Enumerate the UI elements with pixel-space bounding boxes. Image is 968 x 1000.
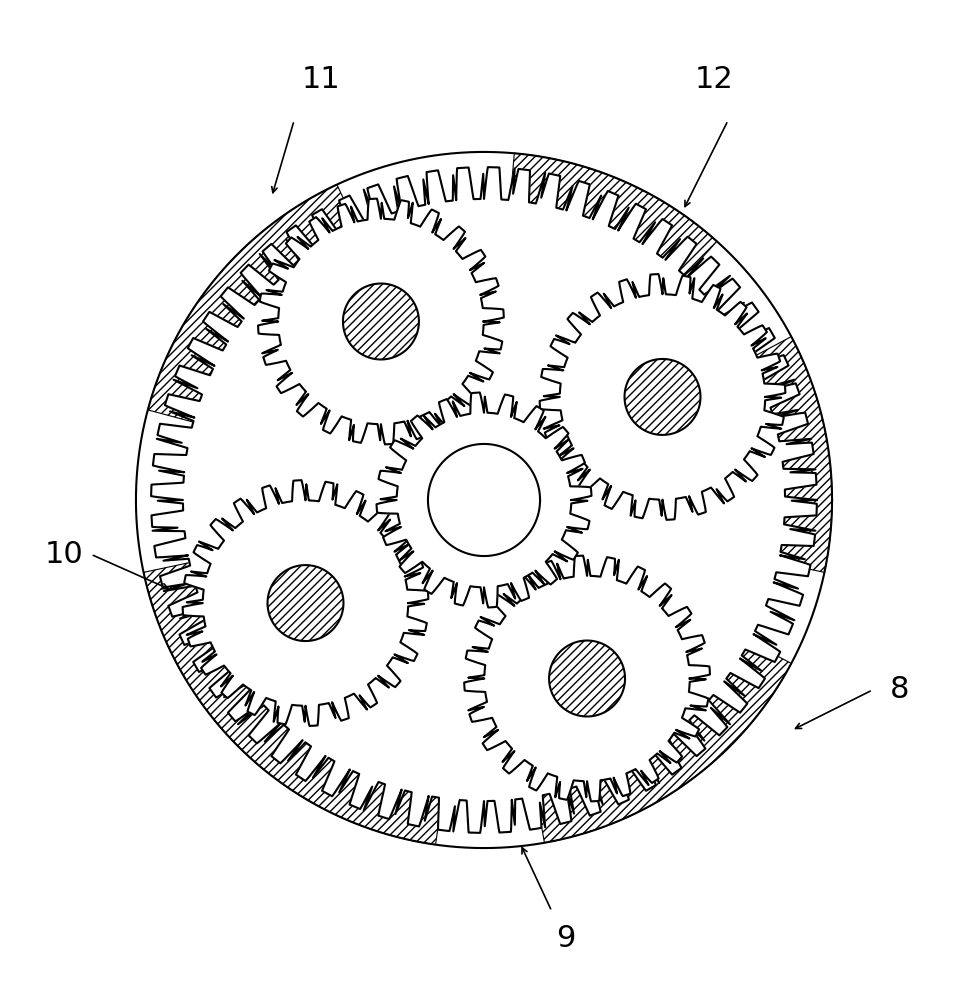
Polygon shape	[136, 152, 832, 848]
Text: 11: 11	[302, 65, 341, 94]
Polygon shape	[377, 393, 591, 607]
Polygon shape	[549, 641, 625, 716]
Polygon shape	[343, 284, 419, 359]
Polygon shape	[151, 167, 817, 833]
Polygon shape	[465, 556, 710, 801]
Text: 10: 10	[45, 540, 83, 569]
Polygon shape	[747, 337, 832, 572]
Polygon shape	[428, 444, 540, 556]
Polygon shape	[539, 274, 785, 520]
Polygon shape	[143, 562, 442, 845]
Polygon shape	[624, 359, 701, 435]
Polygon shape	[148, 185, 358, 423]
Polygon shape	[536, 640, 791, 843]
Polygon shape	[183, 480, 429, 726]
Text: 8: 8	[891, 675, 910, 704]
Polygon shape	[258, 199, 503, 444]
Polygon shape	[510, 153, 717, 278]
Text: 9: 9	[556, 924, 575, 953]
Text: 12: 12	[695, 65, 734, 94]
Polygon shape	[267, 565, 344, 641]
